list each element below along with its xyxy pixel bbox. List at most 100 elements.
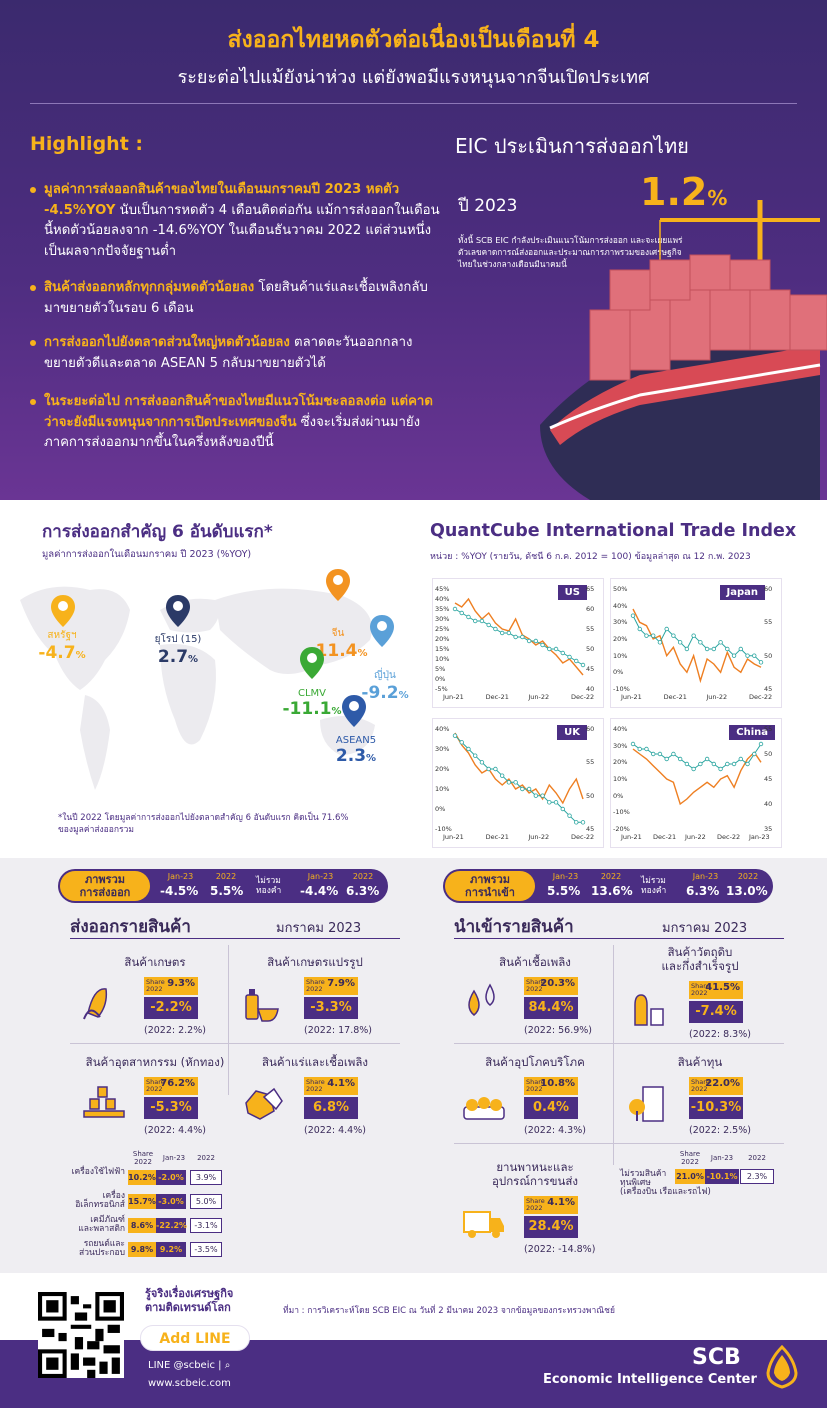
share-box: Share 2022 10.8% (524, 1077, 578, 1095)
growth-value: 28.4% (524, 1216, 578, 1238)
prev-year-growth: (2022: 56.9%) (524, 1025, 592, 1036)
y-tick-right: 40 (764, 800, 773, 808)
subtable-2022: -3.5% (190, 1242, 222, 1257)
x-tick: Dec-22 (571, 693, 595, 701)
y-tick-right: 45 (764, 685, 773, 693)
growth-value: -3.3% (304, 997, 358, 1019)
pin-value: 2.3% (311, 746, 401, 766)
series-teal-point (671, 633, 676, 638)
series-teal-point (711, 761, 717, 767)
imports-v4: 13.0% (726, 884, 768, 898)
share-label: Share 2022 (691, 1078, 710, 1093)
prev-year-growth: (2022: 4.4%) (144, 1125, 206, 1136)
world-map (20, 586, 375, 790)
share-label: Share 2022 (526, 1197, 545, 1212)
y-tick-left: 40% (435, 725, 450, 733)
category-name: สินค้าเกษตร (124, 955, 186, 969)
exports-h3: Jan-23 (307, 872, 334, 881)
qr-code-icon[interactable] (38, 1292, 124, 1378)
add-line-button[interactable]: Add LINE (140, 1325, 250, 1351)
chart-plot-area (452, 597, 586, 676)
subtable-2022: 5.0% (190, 1194, 222, 1209)
y-tick-right: 55 (586, 758, 595, 767)
imports-v3: 6.3% (686, 884, 720, 898)
divider (30, 103, 797, 104)
imports-h4: 2022 (737, 872, 759, 881)
pin-value-number: 2.7 (157, 647, 189, 667)
brand-subtitle: Economic Intelligence Center (543, 1372, 757, 1387)
imports-v2: 13.6% (591, 884, 633, 898)
subtable-jan: -2.0% (156, 1170, 186, 1185)
series-teal-point (725, 646, 730, 652)
subtable-row-name: เคมีภัณฑ์ และพลาสติก (78, 1215, 125, 1234)
series-teal-point (540, 642, 545, 648)
series-teal-point (459, 740, 464, 745)
subtable-jan-head: Jan-23 (162, 1154, 186, 1162)
imports-ex-gold: ไม่รวม ทองคำ (641, 876, 667, 896)
y-tick-left: 5% (435, 665, 446, 673)
x-tick: Jan-23 (749, 833, 770, 841)
subtable-jan: -22.2% (156, 1218, 187, 1233)
series-teal-point (473, 753, 478, 758)
x-tick: Jun-22 (528, 693, 550, 701)
category-name: สินค้าอุตสาหกรรม (หักทอง) (85, 1055, 225, 1069)
growth-value: 0.4% (524, 1097, 578, 1119)
y-tick-left: -5% (435, 685, 448, 693)
y-tick-left: 35% (435, 605, 450, 613)
y-tick-left: 20% (613, 758, 628, 767)
share-box: Share 2022 20.3% (524, 977, 578, 995)
y-tick-left: 0% (613, 791, 624, 800)
imp-sub-jan-head: Jan-23 (710, 1154, 734, 1162)
series-teal-point (553, 800, 559, 805)
y-tick-right: 35 (764, 825, 773, 833)
imp-sub-share: 21.0% (675, 1169, 705, 1184)
chart-panel-label: Japan (719, 585, 765, 600)
growth-value: -7.4% (689, 1001, 743, 1023)
series-teal-point (671, 751, 676, 757)
y-tick-left: 45% (435, 585, 450, 593)
imports-title: นำเข้ารายสินค้า (454, 917, 574, 937)
pin-country-name: จีน (331, 628, 345, 639)
top6-footnote: *ในปี 2022 โดยมูลค่าการส่งออกไปยังตลาดสำ… (58, 813, 349, 835)
y-tick-left: 30% (435, 615, 450, 623)
y-tick-left: 10% (613, 651, 628, 660)
pin-value-number: 2.3 (335, 746, 367, 766)
series-teal-point (758, 660, 764, 665)
divider (228, 945, 229, 1095)
top6-title: การส่งออกสำคัญ 6 อันดับแรก* (42, 522, 273, 542)
y-tick-left: 30% (613, 618, 628, 627)
series-teal-point (664, 756, 669, 762)
prev-year-growth: (2022: 2.5%) (689, 1125, 751, 1136)
x-tick: Jun-21 (443, 693, 464, 701)
series-teal-point (664, 626, 669, 632)
imports-v1: 5.5% (547, 884, 581, 898)
series-teal-point (752, 751, 757, 757)
website-link[interactable]: www.scbeic.com (148, 1378, 231, 1389)
growth-value: -10.3% (689, 1097, 743, 1119)
series-teal-point (684, 646, 690, 652)
y-tick-left: 40% (613, 601, 628, 610)
series-teal-point (580, 820, 586, 825)
y-tick-right: 50 (586, 791, 595, 800)
pin-value-unit: % (188, 654, 199, 665)
series-teal-point (506, 630, 512, 636)
divider (454, 1143, 784, 1144)
series-teal-point (493, 766, 498, 772)
category-name: สินค้าวัตถุดิบ และกึ่งสำเร็จรูป (661, 945, 739, 973)
y-tick-left: -20% (613, 825, 630, 833)
y-tick-left: 40% (613, 725, 628, 733)
series-teal-point (493, 626, 498, 632)
series-teal-point (567, 813, 572, 818)
series-teal-point (466, 614, 471, 620)
series-teal-point (526, 786, 532, 792)
growth-value: 6.8% (304, 1097, 358, 1119)
series-teal-point (637, 626, 642, 632)
share-box: Share 2022 9.3% (144, 977, 198, 995)
map-pin-icon (166, 595, 190, 627)
x-tick: Jun-22 (528, 833, 550, 841)
series-teal-point (691, 633, 696, 638)
line-id[interactable]: LINE @scbeic | ⌕ (148, 1360, 231, 1371)
y-tick-left: 10% (435, 785, 450, 793)
series-teal-point (513, 634, 518, 640)
pin-country-name: สหรัฐฯ (47, 630, 77, 641)
